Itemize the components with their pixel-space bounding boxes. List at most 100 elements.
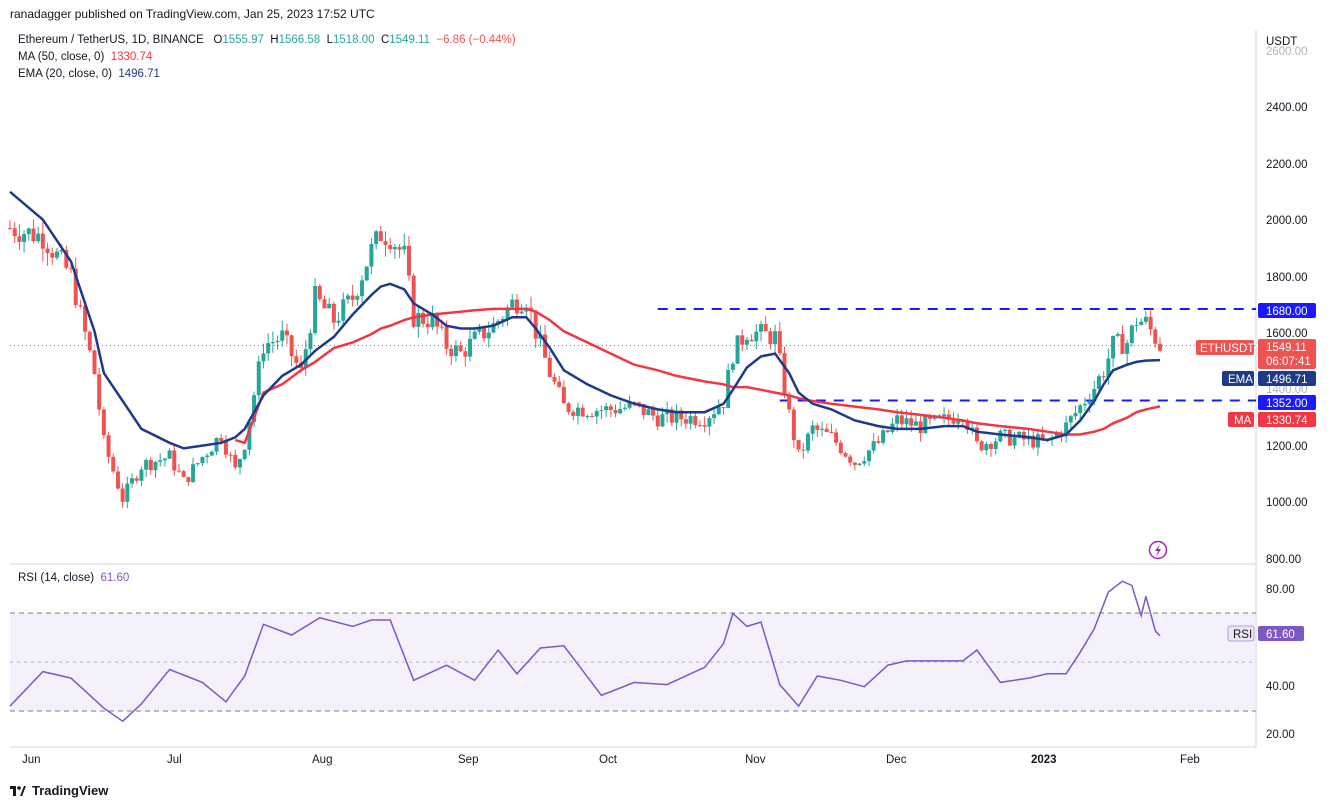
candle-body xyxy=(688,416,693,424)
ema-legend-label: EMA (20, close, 0) xyxy=(18,68,112,80)
price-axis-currency: USDT xyxy=(1266,36,1297,48)
candle-body xyxy=(186,477,191,482)
candle-body xyxy=(998,430,1003,442)
candle-body xyxy=(1078,405,1083,413)
candle-body xyxy=(679,410,684,420)
candle-body xyxy=(641,404,646,416)
candle-body xyxy=(604,406,609,411)
rsi-tag xyxy=(1258,626,1304,641)
last-price-tag xyxy=(1258,339,1316,369)
candle-body xyxy=(233,454,238,468)
candle-body xyxy=(78,305,83,307)
candle-body xyxy=(167,450,172,459)
candles xyxy=(8,219,1162,509)
horizontal-levels xyxy=(657,307,1256,402)
candle-body xyxy=(1153,329,1158,344)
candle-body xyxy=(247,421,252,450)
candle-body xyxy=(1082,403,1087,406)
ma-line xyxy=(234,307,1161,445)
candle-body xyxy=(425,323,430,328)
candle-body xyxy=(763,324,768,332)
candle-body xyxy=(1111,335,1116,359)
tradingview-brand[interactable]: TradingView xyxy=(10,783,108,798)
candle-body xyxy=(22,234,27,242)
candle-body xyxy=(355,296,360,300)
candle-body xyxy=(130,478,135,484)
candle-body xyxy=(1101,376,1106,378)
candle-body xyxy=(270,341,275,344)
ohlc-low: 1518.00 xyxy=(332,34,375,46)
price-tick: 2000.00 xyxy=(1266,215,1308,227)
candle-body xyxy=(1120,333,1125,354)
candle-body xyxy=(552,376,557,382)
rsi-legend[interactable]: RSI (14, close) 61.60 xyxy=(18,572,129,584)
ohlc-high: 1566.58 xyxy=(278,34,321,46)
symbol-legend[interactable]: Ethereum / TetherUS, 1D, BINANCE O1555.9… xyxy=(18,34,516,46)
ticker-tag-text: ETHUSDT xyxy=(1200,343,1254,355)
candle-body xyxy=(1148,316,1153,330)
candle-body xyxy=(510,299,515,308)
candle-body xyxy=(69,267,74,269)
ma-tag-label-text: MA xyxy=(1234,415,1252,427)
candle-body xyxy=(815,425,820,430)
price-tick: 1600.00 xyxy=(1266,328,1308,340)
candle-body xyxy=(834,432,839,443)
candle-body xyxy=(1096,376,1101,389)
lightning-icon[interactable] xyxy=(1148,540,1168,560)
time-label: 2023 xyxy=(1031,754,1057,766)
candle-body xyxy=(848,456,853,463)
candle-body xyxy=(740,335,745,345)
candle-body xyxy=(580,407,585,417)
ohlc-change: −6.86 (−0.44%) xyxy=(436,34,516,46)
candle-body xyxy=(153,461,158,471)
rsi-legend-value: 61.60 xyxy=(100,572,130,584)
candle-body xyxy=(322,299,327,309)
candle-body xyxy=(928,416,932,419)
ema-legend[interactable]: EMA (20, close, 0) 1496.71 xyxy=(18,68,160,80)
candle-body xyxy=(557,381,562,387)
candle-body xyxy=(383,241,388,246)
candle-body xyxy=(965,421,970,431)
time-axis: Jun Jul Aug Sep Oct Nov Dec 2023 Feb xyxy=(22,754,1200,766)
candle-body xyxy=(744,339,749,345)
candle-body xyxy=(172,450,177,471)
candle-body xyxy=(838,442,843,454)
candle-body xyxy=(1007,429,1012,446)
candle-body xyxy=(1158,343,1162,351)
candle-body xyxy=(482,327,487,339)
candle-body xyxy=(181,471,186,478)
candle-body xyxy=(36,233,41,242)
candle-body xyxy=(519,311,524,314)
candle-body xyxy=(974,427,979,442)
rsi-tag-text: 61.60 xyxy=(1266,629,1295,641)
rsi-tick: 20.00 xyxy=(1266,729,1295,741)
candle-body xyxy=(622,407,627,409)
rsi-line xyxy=(9,580,1161,723)
candle-body xyxy=(683,419,688,424)
brand-name: TradingView xyxy=(32,783,109,798)
candle-body xyxy=(468,338,472,357)
candle-body xyxy=(646,409,651,416)
candle-body xyxy=(782,353,787,396)
candle-body xyxy=(951,418,956,424)
candle-body xyxy=(40,233,45,249)
candle-body xyxy=(1031,435,1036,448)
candle-body xyxy=(881,430,886,443)
support-tag xyxy=(1258,395,1316,410)
candle-body xyxy=(252,395,257,422)
candle-body xyxy=(899,415,904,425)
candle-body xyxy=(1087,401,1092,404)
candle-body xyxy=(1064,422,1069,437)
candle-body xyxy=(702,425,707,427)
candle-body xyxy=(754,331,759,342)
ohlc-c-label: C xyxy=(380,34,390,46)
candle-body xyxy=(730,363,735,370)
ma-legend-value: 1330.74 xyxy=(110,51,153,63)
candle-body xyxy=(392,247,397,250)
candle-body xyxy=(979,441,984,451)
candle-body xyxy=(599,410,604,412)
candle-body xyxy=(416,312,421,327)
ma-legend[interactable]: MA (50, close, 0) 1330.74 xyxy=(18,51,152,63)
ema-line xyxy=(9,190,1161,450)
ema-tag-text: 1496.71 xyxy=(1266,374,1308,386)
